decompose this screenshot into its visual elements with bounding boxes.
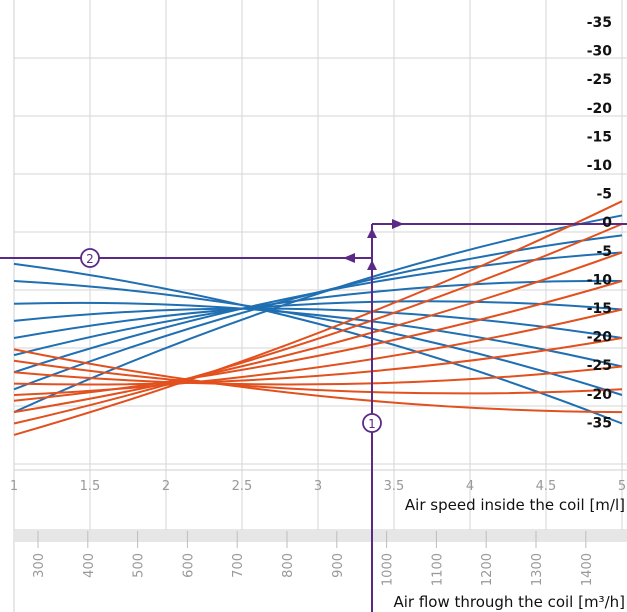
series-decreasing-5	[13, 307, 623, 339]
x2-tick-label: 500	[132, 553, 147, 578]
right-axis-label: -20	[587, 387, 613, 403]
right-axis-label: -30	[587, 44, 613, 60]
series-increasing-15	[13, 251, 623, 414]
x-tick-label: 1	[10, 479, 18, 494]
right-axis-label: 0	[602, 215, 612, 231]
series-increasing-9	[13, 348, 623, 414]
x2-tick-label: 1000	[381, 553, 396, 586]
arrow-right-icon	[392, 219, 404, 229]
x-axis-label: Air speed inside the coil [m/l]	[405, 496, 625, 514]
series-decreasing-4	[13, 300, 623, 339]
x2-tick-label: 400	[82, 553, 97, 578]
grid	[13, 0, 627, 612]
x-tick-label: 4.5	[536, 479, 557, 494]
right-axis-label: -15	[587, 129, 612, 145]
right-axis-label: -10	[587, 158, 613, 174]
x-tick-label: 2.5	[232, 479, 253, 494]
x2-tick-label: 1200	[480, 553, 495, 586]
annotation-marker-1	[362, 413, 382, 433]
x2-tick-label: 300	[32, 553, 47, 578]
x-tick-label: 1.5	[80, 479, 101, 494]
x-tick-label: 2	[162, 479, 170, 494]
annotation-label-1: 1	[368, 417, 376, 431]
series-decreasing-8	[13, 262, 623, 425]
right-axis-label: -15	[587, 301, 612, 317]
x2-tick-label: 900	[331, 553, 346, 578]
right-axis-label: -25	[587, 72, 612, 88]
x2-tick-label: 800	[281, 553, 296, 578]
right-axis-label: -25	[587, 358, 612, 374]
x2-tick-label: 1300	[530, 553, 545, 586]
x2-tick-label: 1400	[580, 553, 595, 586]
x-tick-label: 3	[314, 479, 322, 494]
annotation-label-2: 2	[86, 252, 94, 266]
series-decreasing-6	[13, 301, 623, 368]
series-increasing-17	[13, 200, 623, 436]
annotations: 12	[0, 219, 627, 612]
x-tick-label: 4	[466, 479, 474, 494]
right-axis-label: -35	[587, 15, 612, 31]
right-axis-label: -20	[587, 330, 613, 346]
arrow-up-icon	[367, 228, 377, 238]
right-axis-label: -5	[596, 244, 612, 260]
x2-tick-labels: 300 400 500 600 700 800 900 1000 1100 1200 1300 140…	[32, 553, 595, 586]
right-axis-label: -5	[596, 187, 612, 203]
right-axis-label: -35	[587, 415, 612, 431]
x2-scale-band	[14, 531, 627, 542]
curves	[13, 200, 623, 436]
series-increasing-14	[13, 280, 623, 402]
arrow-left-icon	[343, 253, 355, 263]
series-increasing-11	[13, 365, 623, 386]
x-tick-labels: 1 1.5 2 2.5 3 3.5 4 4.5 5	[10, 479, 626, 494]
right-axis-label: -20	[587, 101, 613, 117]
x2-tick-label: 700	[231, 553, 246, 578]
series-decreasing-0	[13, 214, 623, 414]
series-increasing-12	[13, 337, 623, 386]
x-tick-label: 5	[618, 479, 626, 494]
annotation-marker-2	[80, 248, 100, 268]
series-decreasing-7	[13, 280, 623, 396]
series-increasing-10	[13, 359, 623, 395]
x2-tick-label: 1100	[430, 553, 445, 586]
x2-axis-label: Air flow through the coil [m³/h]	[393, 593, 625, 611]
x-tick-label: 3.5	[384, 479, 405, 494]
series-increasing-16	[13, 223, 623, 425]
right-axis-label: -10	[587, 272, 613, 288]
arrow-up-icon	[367, 260, 377, 270]
right-labels: -35 -30 -25 -20 -15 -10 -5 0 -5 -10 -15 -20 -25 -20 -3…	[587, 15, 613, 431]
x2-tick-label: 600	[181, 553, 196, 578]
